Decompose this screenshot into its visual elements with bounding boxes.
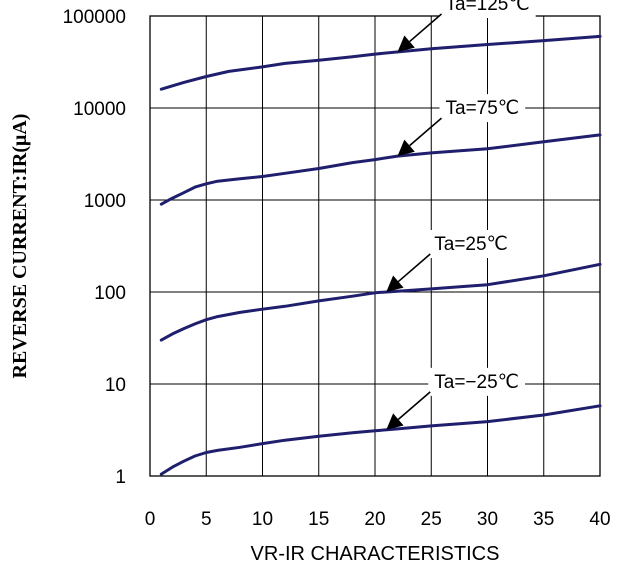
annotation-arrow-line — [397, 253, 431, 283]
y-tick-label: 1 — [115, 467, 126, 488]
x-tick-label: 15 — [308, 509, 329, 530]
annotation-label-background — [428, 230, 514, 259]
series-line — [159, 34, 602, 91]
y-tick-label: 100 — [94, 283, 126, 304]
x-tick-label: 30 — [477, 509, 498, 530]
series-line — [159, 133, 602, 206]
series-line — [159, 262, 602, 342]
annotation-arrow-line — [397, 391, 431, 420]
x-tick-labels: 0 5 10 15 20 25 30 35 40 — [145, 509, 611, 530]
series-annotations: Ta=125℃ Ta=75℃ Ta=25℃ Ta=−25℃ — [386, 0, 536, 430]
y-tick-label: 1000 — [84, 191, 126, 212]
x-tick-label: 35 — [533, 509, 554, 530]
annotation-label-background — [439, 0, 536, 19]
annotation-arrow-head — [397, 139, 415, 157]
x-tick-label: 40 — [589, 509, 610, 530]
series-annotation-label: Ta=75℃ — [446, 98, 520, 119]
series-annotation-label: Ta=−25℃ — [434, 372, 519, 393]
y-axis-title: REVERSE CURRENT:IR(μA) — [9, 114, 31, 379]
series-lines — [159, 34, 602, 476]
annotation-arrow-head — [397, 35, 415, 53]
annotation-label-background — [439, 94, 526, 123]
x-tick-label: 20 — [364, 509, 385, 530]
x-axis-title: VR-IR CHARACTERISTICS — [251, 543, 500, 565]
x-tick-label: 25 — [421, 509, 442, 530]
y-tick-labels: 1 10 100 1000 10000 100000 — [63, 7, 126, 488]
series-line — [159, 404, 602, 476]
x-tick-label: 5 — [201, 509, 212, 530]
annotation-label-background — [428, 367, 525, 396]
annotation-arrow-head — [386, 275, 404, 293]
x-tick-label: 0 — [145, 509, 156, 530]
y-tick-label: 10000 — [73, 99, 126, 120]
y-tick-label: 10 — [105, 375, 126, 396]
y-tick-label: 100000 — [63, 7, 126, 28]
annotation-arrow-line — [409, 117, 443, 147]
annotation-arrow-head — [386, 413, 404, 430]
x-tick-label: 10 — [252, 509, 273, 530]
annotation-arrow-line — [409, 13, 443, 43]
grid-lines — [150, 16, 600, 476]
series-annotation-label: Ta=25℃ — [434, 234, 508, 255]
plot-area-frame — [149, 15, 601, 477]
series-annotation-label: Ta=125℃ — [446, 0, 530, 15]
